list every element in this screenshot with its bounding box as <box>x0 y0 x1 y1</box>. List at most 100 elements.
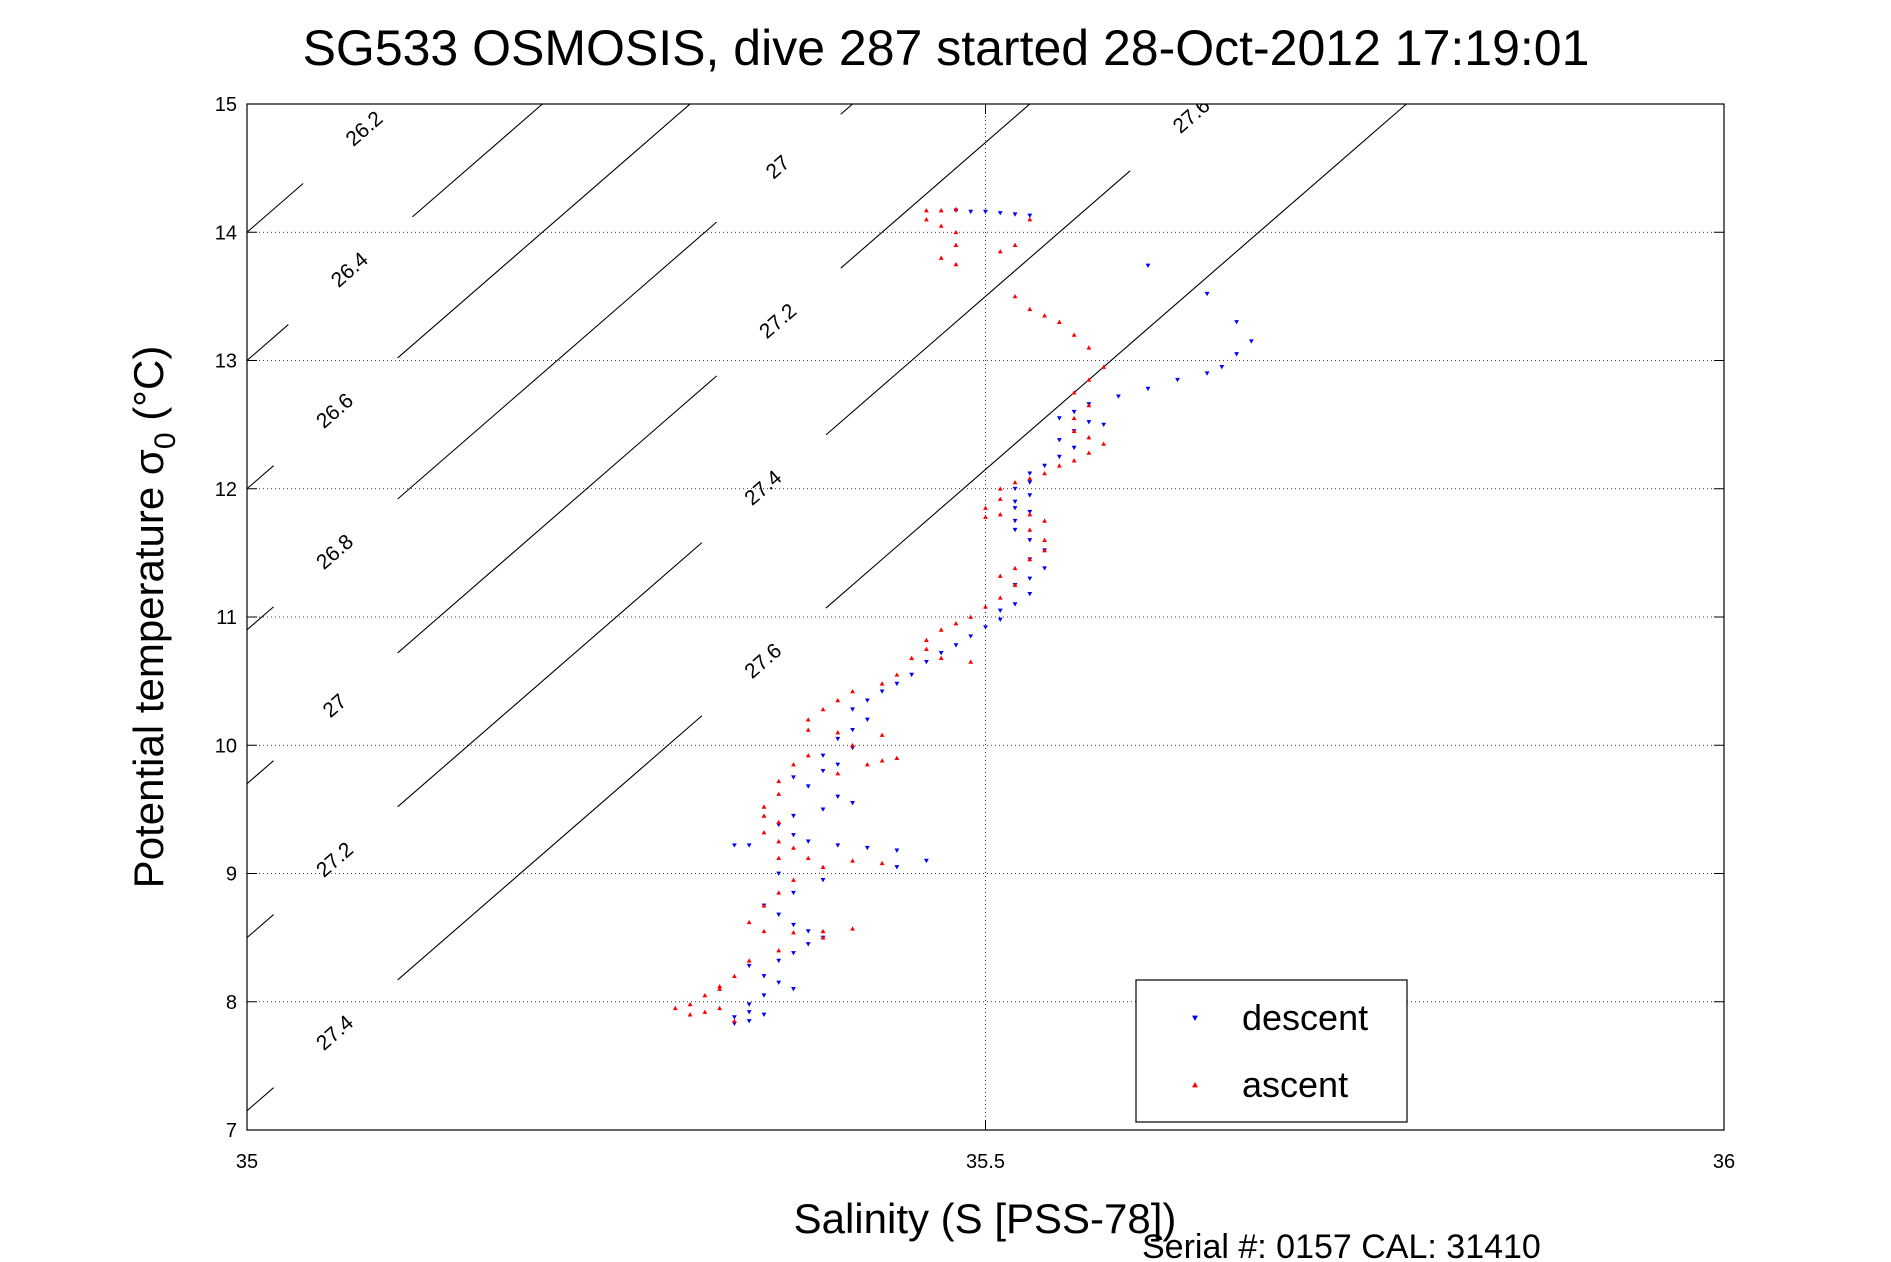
data-point-descent <box>835 736 841 742</box>
data-point-descent <box>968 209 974 215</box>
data-point-ascent <box>924 646 929 651</box>
data-point-ascent <box>776 819 782 825</box>
data-point-ascent <box>850 688 855 694</box>
data-point-ascent <box>1071 332 1077 337</box>
data-point-ascent <box>732 973 737 979</box>
data-point-ascent <box>776 791 782 796</box>
density-contour-line <box>247 465 274 490</box>
data-point-descent <box>1042 566 1047 571</box>
data-point-ascent <box>850 858 855 863</box>
data-point-descent <box>968 634 974 639</box>
data-point-descent <box>850 727 855 733</box>
data-point-descent <box>894 865 900 870</box>
data-point-descent <box>1234 320 1239 325</box>
data-point-descent <box>805 784 811 789</box>
data-point-descent <box>953 643 959 648</box>
data-point-descent <box>864 698 870 703</box>
data-point-descent <box>1071 445 1077 451</box>
density-contour-line <box>247 914 274 939</box>
data-point-ascent <box>717 986 723 991</box>
data-point-ascent <box>1042 518 1047 523</box>
data-point-ascent <box>1027 556 1033 562</box>
data-point-descent <box>924 659 929 665</box>
data-point-ascent <box>1027 476 1033 481</box>
data-point-ascent <box>835 697 841 703</box>
data-point-ascent <box>820 864 826 870</box>
legend-marker-ascent <box>1192 1082 1198 1088</box>
data-point-ascent <box>761 804 767 809</box>
density-contour-line <box>825 104 1408 609</box>
data-point-descent <box>938 650 944 656</box>
data-point-descent <box>732 843 737 848</box>
data-point-ascent <box>953 206 959 212</box>
y-tick-label: 14 <box>215 222 237 244</box>
data-point-ascent <box>938 223 944 228</box>
data-point-ascent <box>997 595 1003 600</box>
data-point-descent <box>791 951 796 956</box>
data-point-descent <box>791 775 796 780</box>
data-point-ascent <box>805 753 811 758</box>
data-point-ascent <box>953 621 959 626</box>
y-axis-label-unit: (°C) <box>125 346 172 433</box>
data-point-ascent <box>938 255 944 260</box>
data-point-descent <box>1175 377 1180 383</box>
data-point-descent <box>1056 454 1062 460</box>
density-contour-line <box>247 760 274 785</box>
y-tick-label: 15 <box>215 94 237 116</box>
data-point-descent <box>805 839 811 844</box>
data-point-descent <box>1012 486 1018 492</box>
data-point-ascent <box>820 928 826 934</box>
data-point-ascent <box>687 1001 693 1007</box>
data-point-ascent <box>894 755 900 760</box>
x-axis-label: Salinity (S [PSS-78]) <box>794 1195 1177 1242</box>
data-point-descent <box>1027 538 1033 543</box>
y-tick-label: 12 <box>215 479 237 501</box>
data-point-descent <box>791 922 796 928</box>
legend-label-ascent: ascent <box>1242 1064 1348 1105</box>
data-point-descent <box>1071 409 1077 415</box>
data-point-descent <box>805 929 811 934</box>
data-point-descent <box>791 987 796 992</box>
data-point-descent <box>761 1012 767 1017</box>
serial-cal-text: Serial #: 0157 CAL: 31410 <box>1142 1228 1541 1262</box>
data-point-descent <box>746 1010 752 1015</box>
data-point-ascent <box>879 758 885 763</box>
data-point-ascent <box>791 877 796 882</box>
data-point-descent <box>850 801 855 806</box>
data-point-descent <box>894 681 900 687</box>
data-point-ascent <box>953 242 959 247</box>
y-tick-label: 8 <box>226 992 237 1014</box>
data-point-ascent <box>1012 293 1018 299</box>
data-point-ascent <box>687 1012 693 1017</box>
data-point-ascent <box>820 706 826 712</box>
data-point-descent <box>835 843 841 848</box>
data-point-ascent <box>997 512 1003 517</box>
data-point-descent <box>1012 527 1018 533</box>
data-point-descent <box>746 843 752 848</box>
data-point-descent <box>997 608 1003 613</box>
data-point-ascent <box>997 249 1003 254</box>
data-point-ascent <box>1071 458 1077 463</box>
data-point-ascent <box>864 762 870 767</box>
data-point-descent <box>746 963 752 969</box>
data-point-descent <box>820 877 826 883</box>
data-point-ascent <box>983 604 988 609</box>
data-point-ascent <box>1086 402 1092 408</box>
x-tick-label: 36 <box>1713 1151 1735 1173</box>
y-axis-label-subscript: 0 <box>149 432 182 449</box>
data-point-descent <box>1145 386 1151 392</box>
data-point-ascent <box>746 958 752 963</box>
data-point-ascent <box>717 1005 723 1011</box>
data-point-descent <box>1219 364 1225 370</box>
data-point-ascent <box>1101 364 1107 369</box>
data-point-descent <box>1012 212 1018 217</box>
data-point-descent <box>820 753 826 758</box>
data-point-ascent <box>1012 242 1018 247</box>
data-point-descent <box>1204 291 1210 297</box>
data-point-ascent <box>761 903 767 908</box>
data-point-ascent <box>1086 435 1092 440</box>
data-point-ascent <box>1071 390 1077 395</box>
density-contour-line <box>412 104 544 218</box>
data-point-descent <box>820 807 826 812</box>
